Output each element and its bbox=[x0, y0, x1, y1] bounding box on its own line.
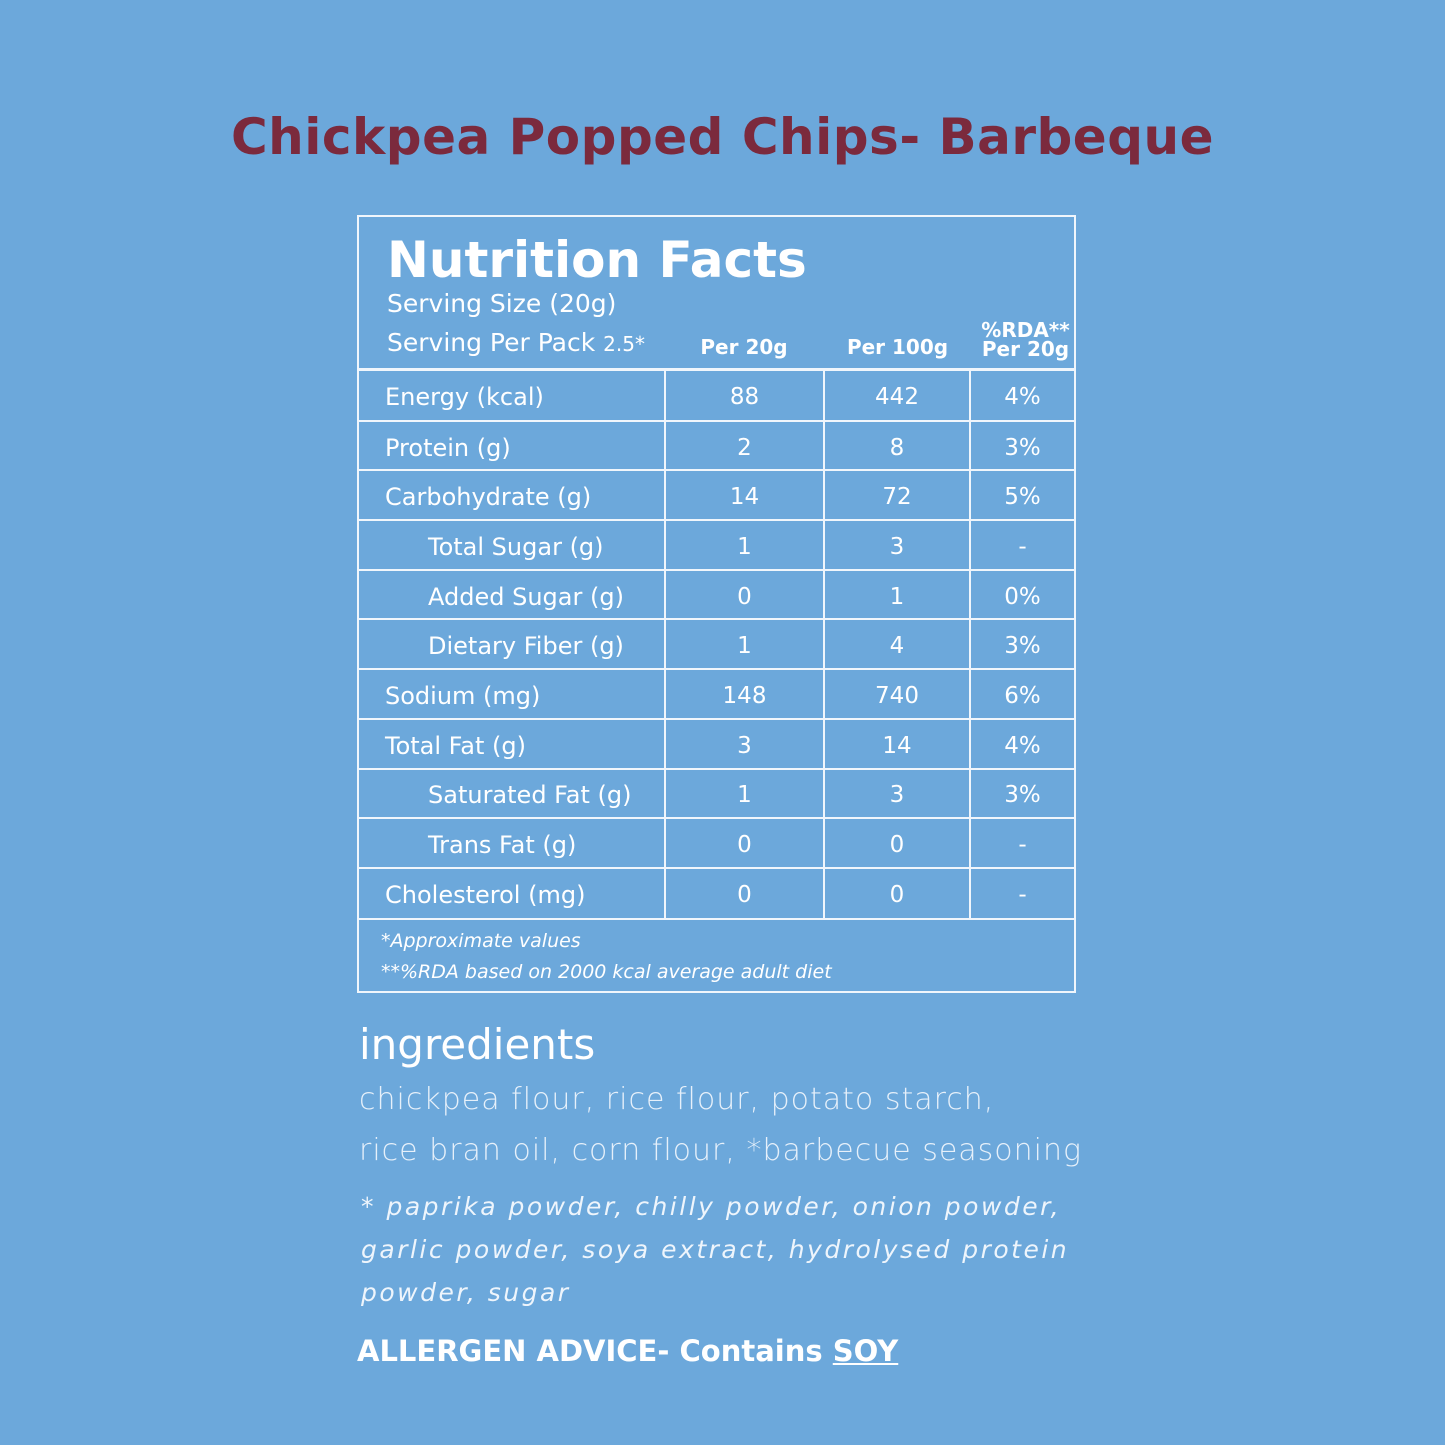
value-per-20g: 3 bbox=[664, 717, 824, 769]
value-per-20g: 0 bbox=[664, 866, 824, 918]
nutrient-label: Dietary Fiber (g) bbox=[359, 618, 665, 670]
product-title: Chickpea Popped Chips- Barbeque bbox=[230, 108, 1214, 166]
nutrient-label: Protein (g) bbox=[359, 419, 665, 471]
allergen-name: SOY bbox=[832, 1334, 899, 1368]
table-row: Total Fat (g) 3 14 4% bbox=[359, 717, 1074, 769]
nutrient-label: Carbohydrate (g) bbox=[359, 469, 665, 521]
allergen-advice: ALLERGEN ADVICE- Contains SOY bbox=[357, 1334, 898, 1368]
nutrient-label: Total Sugar (g) bbox=[359, 519, 665, 570]
nutrient-label: Saturated Fat (g) bbox=[359, 767, 665, 819]
nutrient-label: Trans Fat (g) bbox=[359, 817, 665, 868]
serving-per-pack-label: Serving Per Pack bbox=[387, 328, 596, 357]
nutrient-label: Energy (kcal) bbox=[385, 383, 544, 412]
ingredients-line-1: chickpea flour, rice flour, potato starc… bbox=[359, 1082, 995, 1117]
seasoning-line-3: powder, sugar bbox=[361, 1278, 571, 1307]
serving-per-pack-value: 2.5* bbox=[603, 332, 645, 356]
nutrient-label: Cholesterol (mg) bbox=[359, 866, 665, 918]
value-per-100g: 72 bbox=[823, 469, 970, 521]
value-per-100g: 8 bbox=[823, 419, 970, 471]
nutrient-label: Total Fat (g) bbox=[359, 717, 665, 769]
table-row: Trans Fat (g) 0 0- bbox=[359, 817, 1074, 868]
value-per-100g: 3 bbox=[823, 519, 970, 570]
value-per-100g: 0 bbox=[823, 817, 970, 868]
value-rda: - bbox=[969, 817, 1074, 868]
value-rda: 4% bbox=[969, 371, 1074, 421]
footnote-rda: **%RDA based on 2000 kcal average adult … bbox=[381, 960, 832, 983]
column-header-rda: %RDA** Per 20g bbox=[973, 318, 1078, 361]
value-per-100g: 0 bbox=[823, 866, 970, 918]
value-rda: 3% bbox=[969, 419, 1074, 471]
value-per-100g: 1 bbox=[823, 568, 970, 620]
nutrition-facts-panel: Nutrition Facts Serving Size (20g) Servi… bbox=[357, 215, 1076, 993]
ingredients-line-2: rice bran oil, corn flour, *barbecue sea… bbox=[359, 1133, 1083, 1168]
value-per-100g: 3 bbox=[823, 767, 970, 819]
value-per-20g: 2 bbox=[664, 419, 824, 471]
allergen-prefix: ALLERGEN ADVICE- Contains bbox=[357, 1334, 823, 1368]
value-rda: 6% bbox=[969, 668, 1074, 719]
table-row: Energy (kcal) 88 442 4% bbox=[359, 371, 1074, 421]
table-row: Sodium (mg) 148 740 6% bbox=[359, 668, 1074, 719]
panel-header: Nutrition Facts Serving Size (20g) Servi… bbox=[359, 217, 1074, 371]
value-per-20g: 148 bbox=[664, 668, 824, 719]
table-row: Cholesterol (mg) 0 0- bbox=[359, 866, 1074, 918]
value-rda: 5% bbox=[969, 469, 1074, 521]
table-row: Dietary Fiber (g) 1 4 3% bbox=[359, 618, 1074, 670]
nutrition-facts-heading: Nutrition Facts bbox=[387, 231, 807, 289]
rda-per-20g-label: Per 20g bbox=[981, 337, 1070, 361]
column-header-per-100g: Per 100g bbox=[846, 335, 949, 359]
rda-label: %RDA** bbox=[981, 318, 1070, 342]
value-per-20g: 14 bbox=[664, 469, 824, 521]
nutrition-table: Energy (kcal) 88 442 4% Protein (g) 2 8 3% Carbo… bbox=[359, 371, 1074, 918]
table-row: Total Sugar (g) 1 3- bbox=[359, 519, 1074, 570]
serving-size: Serving Size (20g) bbox=[387, 289, 617, 318]
value-per-20g: 1 bbox=[664, 618, 824, 670]
value-rda: 0% bbox=[969, 568, 1074, 620]
value-per-100g: 442 bbox=[823, 371, 970, 421]
footnotes: *Approximate values **%RDA based on 2000… bbox=[359, 917, 1074, 991]
value-rda: 3% bbox=[969, 618, 1074, 670]
ingredients-heading: ingredients bbox=[359, 1020, 596, 1069]
footnote-approximate: *Approximate values bbox=[381, 929, 581, 952]
value-per-100g: 4 bbox=[823, 618, 970, 670]
nutrient-label: Added Sugar (g) bbox=[359, 568, 665, 620]
value-per-20g: 1 bbox=[664, 519, 824, 570]
nutrient-label: Sodium (mg) bbox=[359, 668, 665, 719]
value-per-100g: 740 bbox=[823, 668, 970, 719]
table-row: Carbohydrate (g) 14 72 5% bbox=[359, 469, 1074, 521]
table-row: Protein (g) 2 8 3% bbox=[359, 419, 1074, 471]
value-per-20g: 0 bbox=[664, 568, 824, 620]
seasoning-line-1: * paprika powder, chilly powder, onion p… bbox=[361, 1192, 1062, 1221]
column-header-per-20g: Per 20g bbox=[700, 335, 788, 359]
table-row: Added Sugar (g) 0 1 0% bbox=[359, 568, 1074, 620]
value-rda: - bbox=[969, 519, 1074, 570]
value-per-100g: 14 bbox=[823, 717, 970, 769]
value-per-20g: 1 bbox=[664, 767, 824, 819]
value-rda: 4% bbox=[969, 717, 1074, 769]
table-row: Saturated Fat (g) 1 3 3% bbox=[359, 767, 1074, 819]
serving-per-pack: Serving Per Pack 2.5* bbox=[387, 328, 645, 357]
seasoning-line-2: garlic powder, soya extract, hydrolysed … bbox=[361, 1235, 1070, 1264]
value-rda: 3% bbox=[969, 767, 1074, 819]
value-rda: - bbox=[969, 866, 1074, 918]
value-per-20g: 88 bbox=[664, 371, 824, 421]
value-per-20g: 0 bbox=[664, 817, 824, 868]
